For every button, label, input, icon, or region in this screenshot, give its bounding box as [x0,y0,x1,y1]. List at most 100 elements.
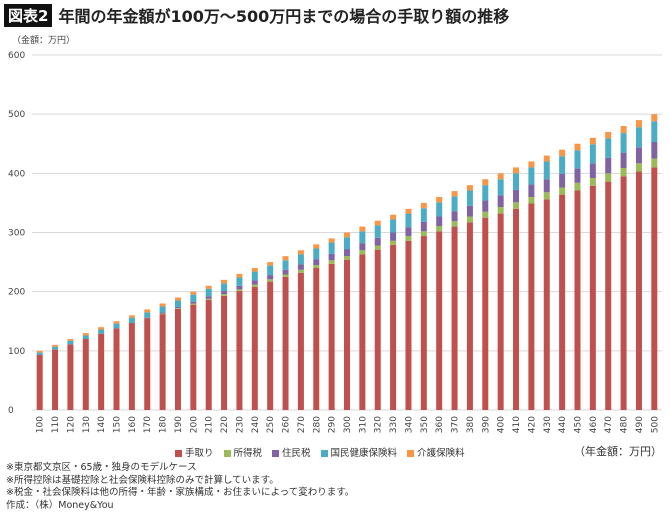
bar-segment [221,283,228,292]
bar-segment [128,323,135,410]
bar-segment [174,297,181,301]
bar-segment [236,289,243,292]
bar-segment [36,352,43,355]
bar-segment [420,221,427,232]
bar-segment [405,236,412,241]
bar-segment [513,208,520,410]
bar-segment [390,219,397,233]
bar-segment [67,339,74,341]
bar-segment [190,294,197,302]
x-axis-label: （年金額：万円） [574,445,662,458]
legend-item: 介護保険料 [407,445,465,459]
x-tick-label: 250 [266,416,276,433]
bar-segment [144,309,151,313]
x-tick-label: 180 [159,416,169,433]
bar-segment [635,163,642,172]
x-tick-label: 120 [66,416,76,433]
bar-segment [559,194,566,410]
bar-segment [605,157,612,174]
bar-segment [466,216,473,223]
bar-segment [98,327,105,330]
bar-segment [282,276,289,410]
x-tick-label: 450 [573,416,583,433]
bar-segment [436,216,443,226]
bar-segment [466,190,473,206]
x-tick-label: 400 [497,416,507,433]
legend-item: 手取り [175,445,214,459]
bar-segment [451,221,458,227]
bar-segment [174,308,181,309]
bar-segment [405,240,412,410]
bar-segment [528,161,535,168]
x-tick-label: 300 [343,416,353,433]
bar-segment [328,260,335,264]
x-tick-label: 380 [466,416,476,433]
bar-segment [36,350,43,353]
bar-segment [651,114,658,122]
bar-segment [144,312,151,318]
bar-segment [282,260,289,270]
x-tick-label: 460 [589,416,599,433]
bar-segment [559,149,566,157]
bar-segment [297,264,304,270]
bar-segment [144,317,151,319]
figure-badge: 図表2 [4,3,53,27]
bar-segment [82,335,89,339]
bar-segment [466,185,473,191]
bar-segment [635,120,642,128]
legend-swatch [175,450,182,457]
x-tick-label: 130 [82,416,92,433]
bar-segment [436,231,443,410]
bar-segment [374,245,381,250]
bar-segment [113,321,120,324]
bar-segment [451,211,458,222]
legend-item: 所得税 [223,445,262,459]
bar-segment [620,133,627,153]
bar-segment [405,213,412,228]
bar-segment [190,303,197,305]
bar-segment [589,144,596,164]
x-tick-label: 500 [650,416,660,433]
bar-segment [159,312,166,314]
x-tick-label: 370 [451,416,461,433]
bar-segment [313,259,320,266]
bar-segment [344,256,350,260]
x-tick-label: 410 [512,416,522,433]
bar-segment [605,181,612,410]
bar-segment [82,339,89,410]
bar-segment [359,226,366,232]
bar-segment [559,187,566,195]
bar-segment [297,250,304,255]
credit: 作成：（株）Money&You [6,499,114,511]
bar-segment [390,240,397,245]
bar-segment [543,179,550,193]
bar-segment [313,265,320,268]
bar-segment [267,262,274,266]
x-tick-label: 200 [189,416,199,433]
bar-segment [282,256,289,261]
x-tick-label: 360 [435,416,445,433]
bar-segment [190,291,197,295]
bar-segment [651,167,658,410]
bar-segment [528,184,535,197]
bar-segment [344,237,350,250]
x-tick-label: 350 [420,416,430,433]
bar-segment [205,296,212,299]
x-tick-label: 440 [558,416,568,433]
bar-segment [390,232,397,241]
bar-segment [128,317,135,324]
bar-segment [67,340,74,345]
bar-segment [251,280,258,285]
y-tick-label: 300 [8,229,25,239]
bar-segment [543,161,550,180]
bar-segment [620,176,627,410]
bar-segment [497,213,504,410]
bar-segment [482,185,489,201]
bar-segment [390,244,397,410]
x-tick-label: 190 [174,416,184,433]
y-tick-label: 100 [8,347,25,357]
x-tick-label: 140 [97,416,107,433]
x-tick-label: 260 [282,416,292,433]
x-tick-label: 330 [389,416,399,433]
